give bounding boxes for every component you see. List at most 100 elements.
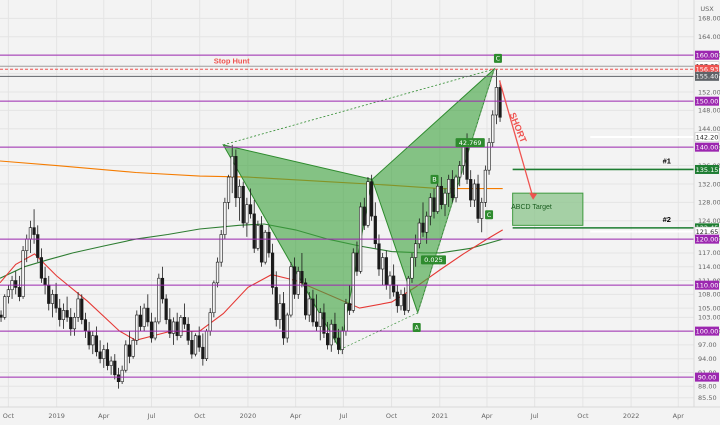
candle-body bbox=[113, 360, 117, 376]
pattern-ratio-label: 42.769 bbox=[459, 139, 482, 147]
candle-body bbox=[197, 335, 201, 348]
candle-body bbox=[80, 298, 84, 320]
candle-body bbox=[245, 204, 249, 224]
candle-body bbox=[469, 179, 473, 201]
y-tick-label: 144.00 bbox=[698, 125, 720, 133]
candle-body bbox=[91, 335, 95, 346]
candle-body bbox=[94, 335, 99, 353]
candle-body bbox=[355, 252, 359, 272]
candle-body bbox=[381, 257, 385, 270]
candle-body bbox=[281, 303, 286, 339]
candle-body bbox=[36, 234, 40, 258]
candle-body bbox=[487, 142, 491, 171]
candle-body bbox=[351, 252, 355, 311]
candle-body bbox=[406, 277, 410, 311]
y-tick-label: 168.00 bbox=[698, 15, 720, 23]
annotation-label: #2 bbox=[663, 215, 671, 224]
candle-body bbox=[182, 317, 187, 325]
moving-average-line bbox=[0, 223, 503, 279]
candle-body bbox=[83, 319, 88, 332]
short-arrow-head bbox=[529, 192, 538, 200]
price-badge-label: 121.65 bbox=[696, 228, 719, 236]
candle-body bbox=[461, 146, 465, 166]
candle-body bbox=[465, 146, 469, 180]
candle-body bbox=[131, 340, 135, 357]
y-tick-label: 97.00 bbox=[698, 341, 717, 349]
candle-body bbox=[168, 319, 172, 334]
candle-body bbox=[109, 360, 113, 366]
price-badge bbox=[695, 50, 719, 60]
candle-body bbox=[116, 374, 121, 383]
candle-body bbox=[425, 215, 429, 233]
x-tick-label: Apr bbox=[673, 412, 685, 420]
candle-body bbox=[377, 243, 381, 270]
candle-body bbox=[120, 369, 124, 383]
pattern-point-label: C bbox=[496, 55, 501, 63]
price-badge bbox=[695, 96, 719, 106]
candle-body bbox=[329, 323, 333, 346]
candle-body bbox=[61, 310, 66, 320]
candle-body bbox=[208, 312, 212, 332]
y-tick-label: 117.00 bbox=[698, 249, 720, 257]
candle-body bbox=[72, 317, 77, 330]
candle-body bbox=[237, 185, 242, 199]
candle-body bbox=[98, 351, 102, 360]
y-tick-label: 103.00 bbox=[698, 314, 720, 322]
pattern-ratio-label: 0.025 bbox=[424, 256, 443, 264]
candle-body bbox=[212, 282, 216, 314]
price-badge bbox=[695, 164, 719, 174]
x-tick-label: 2022 bbox=[623, 412, 640, 420]
price-badge bbox=[695, 142, 719, 152]
pattern-point-badge bbox=[485, 210, 494, 220]
price-badge-label: 140.00 bbox=[696, 143, 719, 151]
candle-body bbox=[384, 257, 388, 286]
candle-body bbox=[454, 176, 458, 199]
x-tick-label: Oct bbox=[577, 412, 589, 420]
candle-body bbox=[483, 169, 487, 203]
x-tick-label: Apr bbox=[481, 412, 493, 420]
candle-body bbox=[157, 277, 161, 323]
candle-body bbox=[230, 156, 234, 178]
candle-body bbox=[215, 261, 220, 284]
candle-body bbox=[366, 181, 370, 226]
candle-body bbox=[124, 344, 128, 371]
candle-body bbox=[450, 179, 454, 199]
candle-body bbox=[318, 312, 322, 327]
candle-body bbox=[160, 277, 165, 300]
candle-body bbox=[43, 277, 47, 286]
candle-body bbox=[25, 238, 29, 251]
pattern-point-badge bbox=[493, 53, 502, 63]
pattern-point-label: C bbox=[487, 211, 492, 219]
candle-body bbox=[307, 298, 311, 316]
candle-body bbox=[278, 303, 282, 320]
candle-body bbox=[472, 183, 476, 201]
candle-body bbox=[263, 231, 267, 263]
candle-body bbox=[0, 314, 3, 318]
candle-body bbox=[274, 287, 278, 320]
price-axis: USX 168.00164.00160.00156.00152.00148.00… bbox=[693, 0, 720, 425]
candle-body bbox=[76, 298, 80, 318]
candle-body bbox=[322, 312, 326, 334]
y-tick-label: 152.00 bbox=[698, 88, 720, 96]
candle-body bbox=[326, 333, 330, 346]
candle-body bbox=[17, 287, 21, 297]
candle-body bbox=[392, 275, 396, 293]
x-tick-label: Jul bbox=[530, 412, 539, 420]
x-tick-label: Jul bbox=[147, 412, 156, 420]
candle-body bbox=[105, 349, 110, 366]
candle-body bbox=[476, 183, 480, 219]
candle-body bbox=[54, 294, 58, 309]
candle-body bbox=[399, 294, 403, 307]
horizontal-levels bbox=[0, 54, 694, 378]
y-tick-label: 128.00 bbox=[698, 199, 720, 207]
price-badge-label: 90.00 bbox=[698, 373, 717, 381]
candle-body bbox=[127, 344, 132, 357]
candle-body bbox=[179, 317, 183, 337]
pattern-point-label: B bbox=[432, 176, 436, 184]
candle-body bbox=[6, 289, 10, 297]
candle-body bbox=[443, 192, 447, 205]
time-axis: Oct 2019 Apr Jul Oct 2020 Apr Jul Oct 2021 Apr Jul O… bbox=[0, 406, 720, 420]
candle-body bbox=[252, 213, 256, 249]
candle-body bbox=[138, 314, 143, 327]
candle-body bbox=[234, 156, 238, 199]
